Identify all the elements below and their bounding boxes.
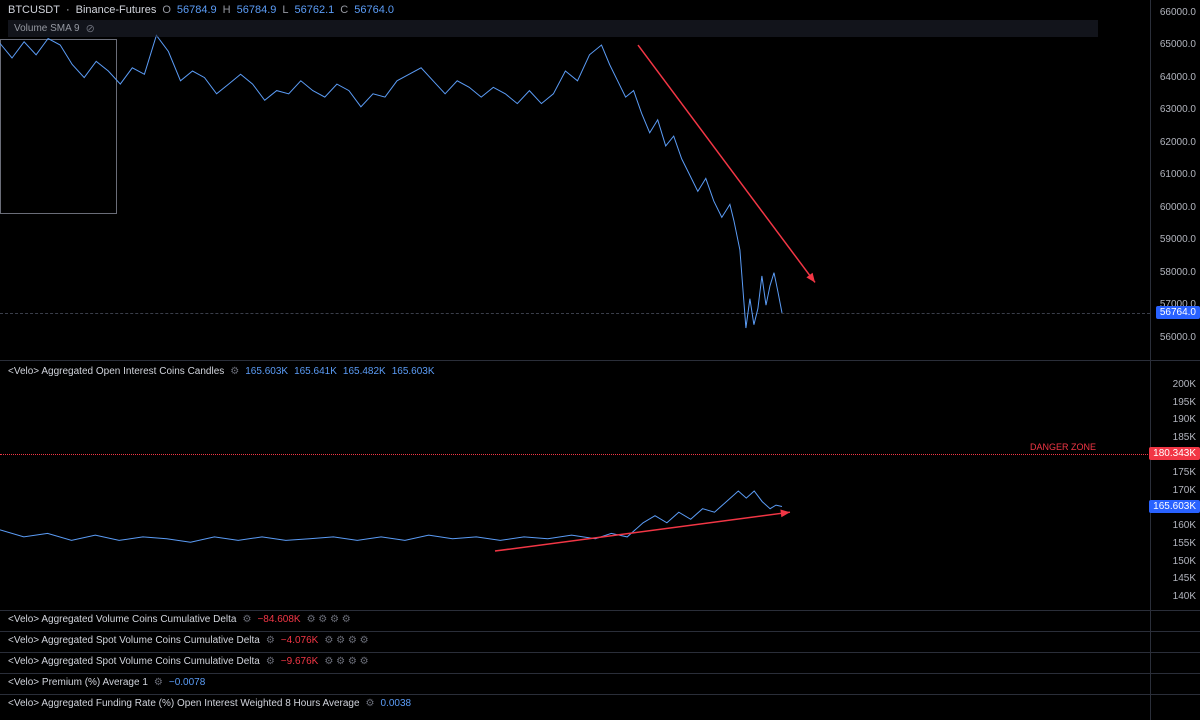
gear-icon[interactable]: ⚙ <box>266 656 275 667</box>
collapsed-indicator-row[interactable]: <Velo> Premium (%) Average 1 ⚙ −0.0078 <box>8 677 205 688</box>
price-tick: 66000.0 <box>1160 7 1196 18</box>
oi-tick: 155K <box>1173 538 1196 549</box>
price-tick: 60000.0 <box>1160 202 1196 213</box>
oi-tick: 185K <box>1173 432 1196 443</box>
collapsed-indicator-row[interactable]: <Velo> Aggregated Volume Coins Cumulativ… <box>8 614 351 625</box>
high-value: 56784.9 <box>237 4 277 16</box>
collapsed-indicator-label: <Velo> Aggregated Spot Volume Coins Cumu… <box>8 656 260 667</box>
oi-tick: 150K <box>1173 556 1196 567</box>
collapsed-indicator-value: −0.0078 <box>169 677 205 688</box>
pane-separator[interactable] <box>0 694 1200 695</box>
volume-indicator-label: Volume SMA 9 <box>14 23 80 34</box>
collapsed-indicator-value: 0.0038 <box>381 698 412 709</box>
oi-tick: 195K <box>1173 397 1196 408</box>
collapsed-indicator-row[interactable]: <Velo> Aggregated Funding Rate (%) Open … <box>8 698 411 709</box>
dot-sep: · <box>66 4 70 16</box>
price-tick: 62000.0 <box>1160 137 1196 148</box>
collapsed-indicator-label: <Velo> Aggregated Volume Coins Cumulativ… <box>8 614 236 625</box>
price-tick: 65000.0 <box>1160 39 1196 50</box>
symbol-header: BTCUSDT · Binance-Futures O 56784.9 H 5678… <box>8 4 394 16</box>
price-tick: 64000.0 <box>1160 72 1196 83</box>
open-interest-label: <Velo> Aggregated Open Interest Coins Ca… <box>8 366 224 377</box>
oi-value-1: 165.603K <box>245 366 288 377</box>
close-label: C <box>340 4 348 16</box>
gear-icon[interactable]: ⚙ <box>230 366 239 377</box>
oi-tick: 145K <box>1173 573 1196 584</box>
indicator-extra-icons[interactable]: ⚙ ⚙ ⚙ ⚙ <box>324 656 368 667</box>
oi-tick: 170K <box>1173 485 1196 496</box>
price-tick: 63000.0 <box>1160 104 1196 115</box>
price-tick: 61000.0 <box>1160 169 1196 180</box>
oi-tick: 160K <box>1173 520 1196 531</box>
collapsed-indicator-value: −4.076K <box>281 635 319 646</box>
price-tick: 59000.0 <box>1160 234 1196 245</box>
danger-zone-label: DANGER ZONE <box>1030 442 1096 452</box>
oi-current-badge: 165.603K <box>1149 500 1200 513</box>
volume-indicator-row[interactable]: Volume SMA 9 ⊘ <box>8 20 1098 37</box>
pane-separator[interactable] <box>0 610 1200 611</box>
close-value: 56764.0 <box>354 4 394 16</box>
oi-value-3: 165.482K <box>343 366 386 377</box>
pane-separator[interactable] <box>0 631 1200 632</box>
price-current-badge: 56764.0 <box>1156 306 1200 319</box>
price-tick: 58000.0 <box>1160 267 1196 278</box>
oi-value-2: 165.641K <box>294 366 337 377</box>
indicator-extra-icons[interactable]: ⚙ ⚙ ⚙ ⚙ <box>324 635 368 646</box>
high-label: H <box>223 4 231 16</box>
collapsed-indicator-value: −84.608K <box>257 614 300 625</box>
open-value: 56784.9 <box>177 4 217 16</box>
oi-tick: 200K <box>1173 379 1196 390</box>
price-tick: 56000.0 <box>1160 332 1196 343</box>
pane-separator[interactable] <box>0 360 1200 361</box>
danger-zone-badge: 180.343K <box>1149 447 1200 460</box>
collapsed-indicator-row[interactable]: <Velo> Aggregated Spot Volume Coins Cumu… <box>8 656 369 667</box>
chart-area[interactable]: BTCUSDT · Binance-Futures O 56784.9 H 5678… <box>0 0 1150 720</box>
open-label: O <box>162 4 171 16</box>
oi-value-4: 165.603K <box>392 366 435 377</box>
pane-separator[interactable] <box>0 673 1200 674</box>
collapsed-indicator-label: <Velo> Premium (%) Average 1 <box>8 677 148 688</box>
oi-tick: 175K <box>1173 467 1196 478</box>
symbol-name[interactable]: BTCUSDT <box>8 4 60 16</box>
oi-tick: 190K <box>1173 414 1196 425</box>
collapsed-indicator-row[interactable]: <Velo> Aggregated Spot Volume Coins Cumu… <box>8 635 369 646</box>
collapsed-indicator-label: <Velo> Aggregated Funding Rate (%) Open … <box>8 698 360 709</box>
gear-icon[interactable]: ⚙ <box>242 614 251 625</box>
low-label: L <box>282 4 288 16</box>
gear-icon[interactable]: ⚙ <box>266 635 275 646</box>
gear-icon[interactable]: ⚙ <box>366 698 375 709</box>
collapsed-indicator-label: <Velo> Aggregated Spot Volume Coins Cumu… <box>8 635 260 646</box>
pane-separator[interactable] <box>0 652 1200 653</box>
visibility-off-icon[interactable]: ⊘ <box>86 22 95 35</box>
open-interest-indicator-row[interactable]: <Velo> Aggregated Open Interest Coins Ca… <box>8 366 435 377</box>
oi-tick: 140K <box>1173 591 1196 602</box>
gear-icon[interactable]: ⚙ <box>154 677 163 688</box>
collapsed-indicator-value: −9.676K <box>281 656 319 667</box>
exchange-name[interactable]: Binance-Futures <box>76 4 157 16</box>
indicator-extra-icons[interactable]: ⚙ ⚙ ⚙ ⚙ <box>307 614 351 625</box>
low-value: 56762.1 <box>295 4 335 16</box>
